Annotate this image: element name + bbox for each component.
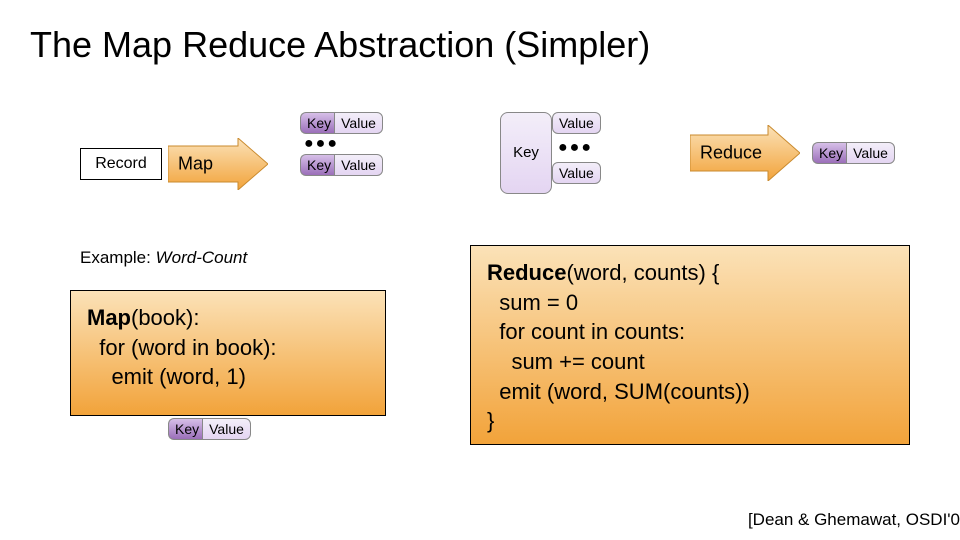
- kv-value-cell: Value: [552, 162, 601, 184]
- kv-pair: KeyValue: [300, 154, 383, 176]
- citation: [Dean & Ghemawat, OSDI'0: [748, 510, 960, 530]
- kv-key-cell: Key: [812, 142, 849, 164]
- kv-key-cell: Key: [300, 154, 337, 176]
- kv-pair: KeyValue: [168, 418, 251, 440]
- kv-value-cell: Value: [846, 142, 895, 164]
- example-heading-prefix: Example:: [80, 248, 156, 267]
- reduce-code-body: (word, counts) { sum = 0 for count in co…: [487, 260, 750, 433]
- kv-value-cell: Value: [334, 154, 383, 176]
- reduce-arrow: Reduce: [690, 125, 800, 181]
- map-code-fn: Map: [87, 305, 131, 330]
- page-title: The Map Reduce Abstraction (Simpler): [30, 24, 650, 66]
- map-arrow: Map: [168, 138, 268, 190]
- reduce-output: KeyValue: [812, 142, 895, 164]
- ellipsis-icon: ●●●: [300, 131, 343, 156]
- kv-key-cell: Key: [168, 418, 205, 440]
- kv-value-cell: Value: [552, 112, 601, 134]
- map-output-stack: KeyValue ●●● KeyValue: [300, 112, 383, 176]
- kv-pair: KeyValue: [812, 142, 895, 164]
- example-heading-name: Word-Count: [156, 248, 248, 267]
- slide: The Map Reduce Abstraction (Simpler) Rec…: [0, 0, 960, 540]
- group-values-stack: Value ●●● Value: [552, 112, 601, 184]
- reduce-code-box: Reduce(word, counts) { sum = 0 for count…: [470, 245, 910, 445]
- map-arrow-label: Map: [168, 154, 268, 175]
- group-key-box: Key: [500, 112, 552, 194]
- example-heading: Example: Word-Count: [80, 248, 247, 268]
- reduce-code-fn: Reduce: [487, 260, 566, 285]
- ellipsis-icon: ●●●: [552, 134, 601, 162]
- map-code-box: Map(book): for (word in book): emit (wor…: [70, 290, 386, 416]
- kv-value-cell: Value: [202, 418, 251, 440]
- record-box: Record: [80, 148, 162, 180]
- reduce-arrow-label: Reduce: [690, 143, 800, 164]
- map-emit-callout: KeyValue: [168, 418, 251, 440]
